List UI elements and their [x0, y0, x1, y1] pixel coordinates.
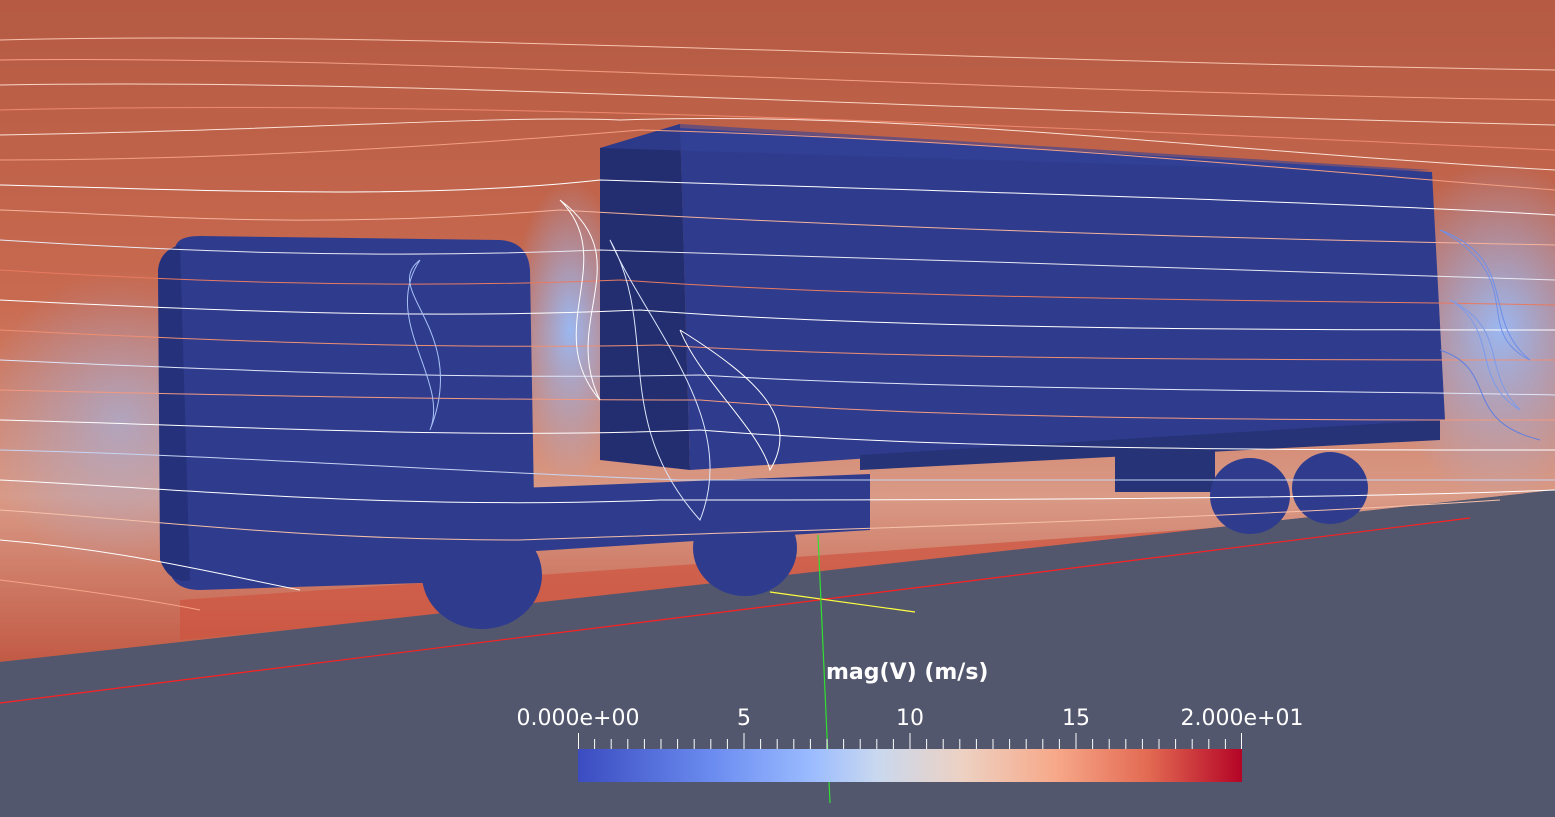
front-wheel — [422, 521, 542, 629]
legend-label-0: 0.000e+00 — [516, 706, 640, 731]
legend-label-1: 5 — [737, 706, 751, 731]
drive-wheel — [693, 500, 797, 596]
cab-body — [168, 236, 535, 590]
legend-label-3: 15 — [1062, 706, 1090, 731]
trailer-side — [680, 128, 1445, 470]
colorbar-ticks — [578, 733, 1242, 749]
legend-title: mag(V) (m/s) — [826, 660, 989, 685]
cab-side-shade — [158, 245, 190, 581]
ground-plane — [0, 490, 1555, 817]
trailer-wheel-rear — [1292, 452, 1368, 524]
axis-y-line — [769, 591, 916, 613]
axis-x-line — [0, 517, 1471, 704]
legend-label-2: 10 — [896, 706, 924, 731]
trailer-wheel-front — [1210, 458, 1290, 534]
trailer-front — [600, 124, 690, 470]
streamlines — [0, 37, 1555, 611]
colorbar[interactable] — [578, 749, 1242, 782]
legend-label-4: 2.000e+01 — [1180, 706, 1304, 731]
